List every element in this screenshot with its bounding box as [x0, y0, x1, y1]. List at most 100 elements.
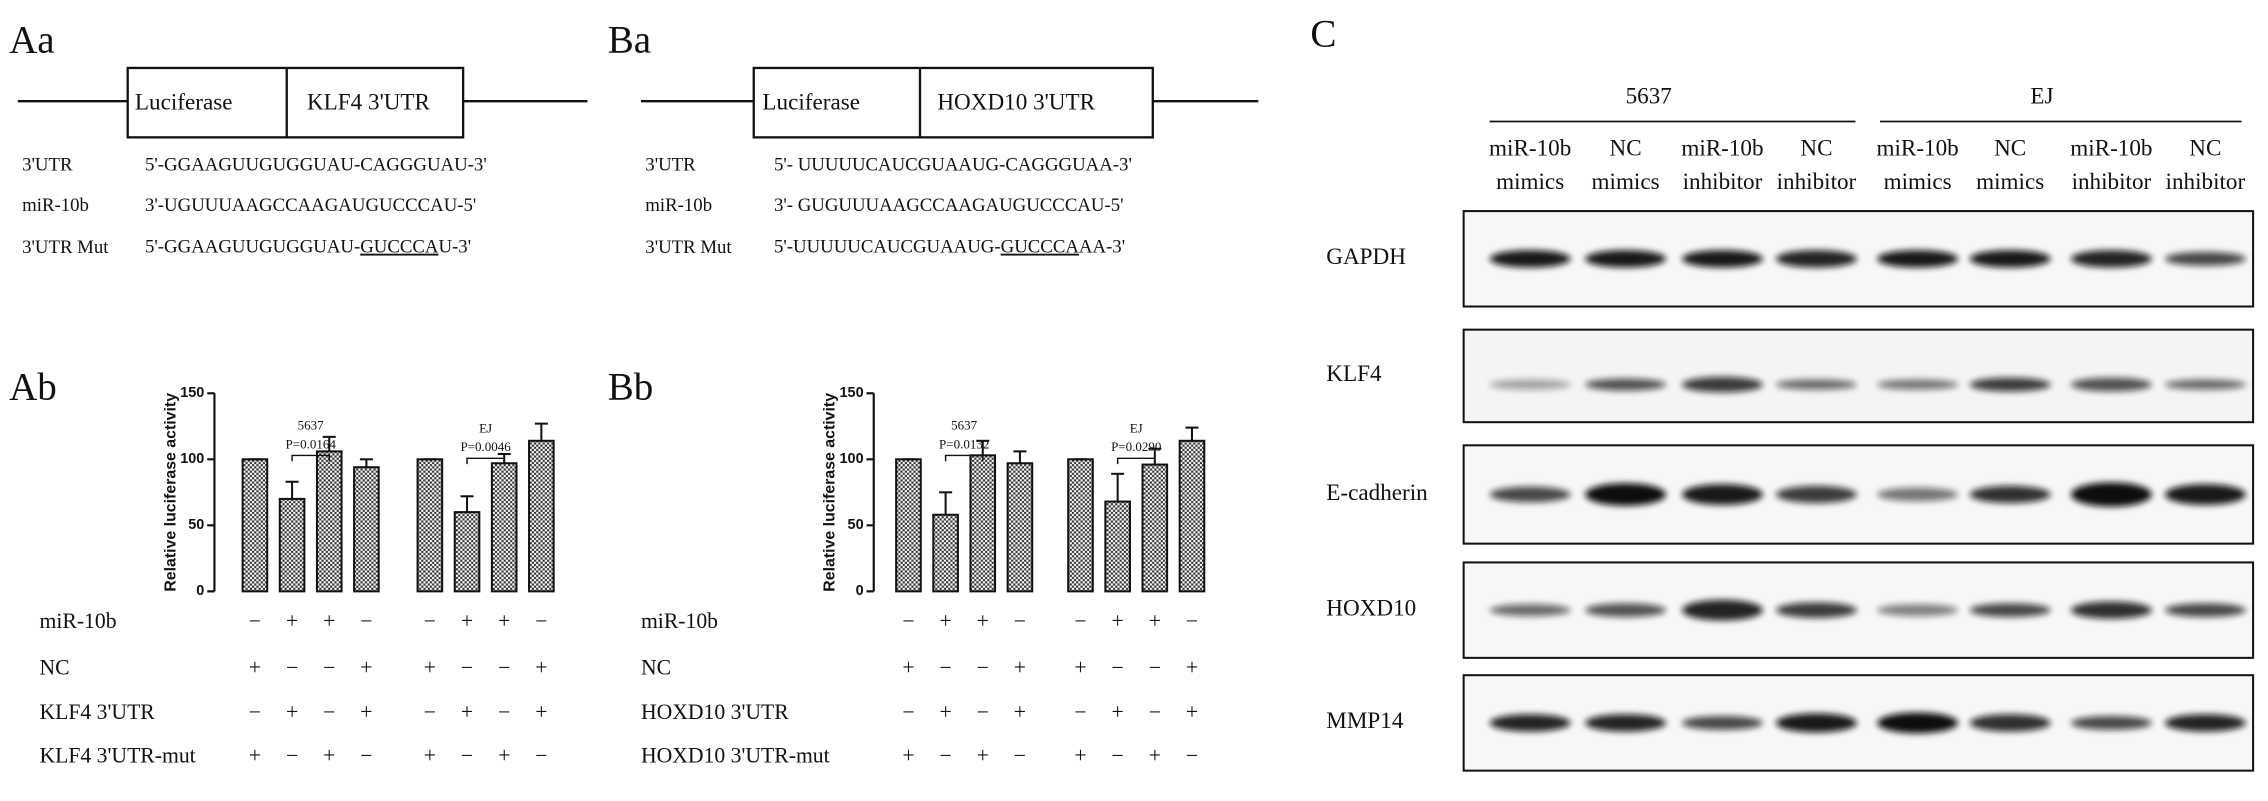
condition-sign: − — [939, 655, 951, 679]
band — [1489, 486, 1571, 503]
condition-sign: + — [249, 744, 261, 768]
condition-label: KLF4 3'UTR — [39, 700, 155, 724]
condition-sign: − — [424, 609, 436, 633]
bar — [1104, 500, 1131, 593]
bar — [416, 458, 444, 593]
condition-sign: − — [249, 609, 261, 633]
error-bar — [1185, 426, 1199, 441]
band — [1775, 602, 1857, 618]
band — [1775, 485, 1857, 504]
condition-sign: − — [902, 609, 914, 633]
panel-label: Ab — [9, 365, 57, 408]
lane-label: mimics — [1884, 169, 1952, 195]
condition-sign: + — [498, 744, 510, 768]
condition-sign: − — [323, 700, 335, 724]
band — [1681, 484, 1763, 505]
bar — [241, 458, 269, 593]
lane-label: NC — [1800, 136, 1832, 162]
condition-sign: − — [1074, 609, 1086, 633]
condition-sign: + — [902, 655, 914, 679]
sequence-part: GUCCCA — [360, 237, 439, 258]
band — [2070, 715, 2152, 730]
lane-label: inhibitor — [1683, 169, 1763, 195]
band — [1585, 378, 1667, 391]
band — [2070, 250, 2152, 268]
condition-sign: − — [535, 744, 547, 768]
condition-sign: + — [939, 700, 951, 724]
error-bar — [534, 422, 548, 441]
lane-label: miR-10b — [1877, 136, 1959, 162]
sequence-label: miR-10b — [645, 195, 712, 216]
condition-sign: − — [977, 700, 989, 724]
condition-sign: + — [424, 744, 436, 768]
condition-sign: + — [1014, 655, 1026, 679]
annotation: 5637 — [298, 418, 325, 433]
condition-sign: + — [1074, 655, 1086, 679]
condition-sign: + — [977, 609, 989, 633]
lane-label: inhibitor — [2072, 169, 2152, 195]
sequence-part: 5'- UUUUUCAUCGUAAUG-CAGGGUAA-3' — [774, 155, 1132, 176]
sequence-label: miR-10b — [22, 195, 89, 216]
bar — [490, 462, 518, 593]
construct-b — [640, 66, 1259, 139]
sequence-part: AA-3' — [1079, 237, 1125, 258]
band — [1489, 250, 1571, 268]
bar — [1067, 458, 1094, 593]
lane-label: mimics — [1496, 169, 1564, 195]
condition-sign: − — [1112, 655, 1124, 679]
bar — [453, 511, 481, 593]
annotation: EJ — [1130, 420, 1143, 435]
condition-sign: + — [535, 700, 547, 724]
y-tick-label: 100 — [840, 451, 864, 467]
bar — [895, 458, 922, 593]
condition-sign: + — [1014, 700, 1026, 724]
condition-sign: + — [286, 609, 298, 633]
band — [2164, 379, 2246, 390]
condition-sign: − — [1149, 700, 1161, 724]
construct-label: KLF4 3'UTR — [307, 89, 431, 115]
lane-label: mimics — [1592, 169, 1660, 195]
band — [2070, 601, 2152, 619]
sequence-part: 3'-UGUUUAAGCCAAGAUGUCCCAU-5' — [145, 195, 476, 216]
band — [1489, 714, 1571, 732]
error-bar — [1111, 472, 1125, 502]
cell-line: EJ — [2030, 84, 2053, 110]
bar — [315, 450, 343, 593]
panel-label: Aa — [9, 18, 55, 61]
band — [2070, 482, 2152, 507]
condition-sign: − — [535, 609, 547, 633]
condition-label: NC — [39, 655, 69, 679]
band — [2164, 251, 2246, 266]
band — [1969, 603, 2051, 618]
band — [1681, 376, 1763, 393]
band — [1585, 483, 1667, 506]
condition-sign: − — [461, 655, 473, 679]
y-tick-label: 0 — [856, 583, 864, 599]
lane-label: inhibitor — [1777, 169, 1857, 195]
condition-sign: − — [424, 700, 436, 724]
error-bar — [976, 439, 990, 456]
annotation: EJ — [479, 420, 492, 435]
sequence: 5'-UUUUUCAUCGUAAUG-GUCCCAAA-3' — [774, 237, 1125, 258]
error-bar — [939, 491, 953, 515]
condition-sign: + — [498, 609, 510, 633]
protein-label: KLF4 — [1326, 361, 1382, 387]
condition-sign: + — [323, 744, 335, 768]
condition-sign: + — [1186, 655, 1198, 679]
condition-sign: − — [286, 655, 298, 679]
error-bar — [460, 495, 474, 513]
annotation: P=0.0164 — [286, 436, 337, 451]
annotation: P=0.0290 — [1111, 439, 1161, 454]
construct-label: Luciferase — [135, 89, 233, 115]
band — [2164, 603, 2246, 618]
condition-label: HOXD10 3'UTR — [641, 700, 789, 724]
protein-label: MMP14 — [1326, 708, 1404, 734]
sequence-label: 3'UTR — [645, 155, 696, 176]
lane-label: miR-10b — [1681, 136, 1763, 162]
annotation: P=0.0132 — [939, 436, 989, 451]
condition-sign: + — [1112, 609, 1124, 633]
condition-sign: + — [977, 744, 989, 768]
bar — [353, 466, 380, 593]
condition-sign: + — [1112, 700, 1124, 724]
